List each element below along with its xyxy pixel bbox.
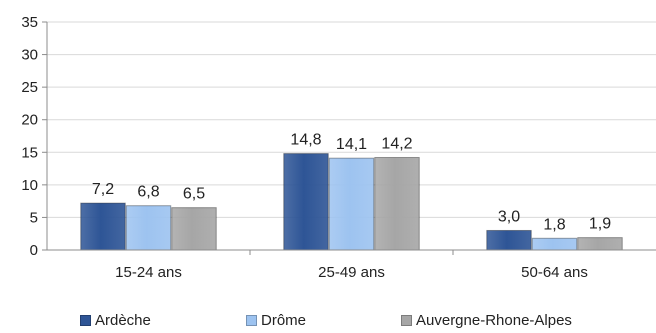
y-tick-label: 20: [21, 112, 38, 129]
legend-item: Auvergne-Rhone-Alpes: [401, 312, 572, 329]
data-label: 14,2: [381, 135, 412, 152]
legend-item: Ardèche: [80, 312, 151, 329]
y-axis-ticks: 0 5 10 15 20 25 30 35: [21, 14, 48, 259]
bar-dr-me-1: [125, 205, 172, 251]
legend-label: Drôme: [261, 312, 307, 329]
legend-label: Auvergne-Rhone-Alpes: [416, 312, 572, 329]
x-category-label: 15-24 ans: [115, 264, 182, 281]
legend: Ardèche Drôme Auvergne-Rhone-Alpes: [0, 312, 656, 333]
bar-auvergne-rhone-alpes-3: [577, 237, 623, 251]
bar-dr-me-2: [328, 157, 375, 251]
y-tick-label: 5: [30, 209, 38, 226]
y-tick-label: 30: [21, 47, 38, 64]
gridlines: [47, 21, 656, 218]
x-category-label: 50-64 ans: [521, 264, 588, 281]
data-label: 14,8: [290, 132, 321, 149]
bars: [80, 153, 623, 251]
y-tick-label: 10: [21, 177, 38, 194]
data-label: 1,9: [589, 216, 611, 233]
bar-auvergne-rhone-alpes-1: [171, 207, 217, 251]
bar-ard-che-2: [283, 153, 329, 251]
y-tick-label: 35: [21, 14, 38, 31]
data-label: 1,8: [543, 216, 565, 233]
data-label: 3,0: [498, 208, 520, 225]
data-label: 14,1: [336, 136, 367, 153]
bar-ard-che-3: [486, 229, 532, 251]
data-label: 6,8: [137, 184, 159, 201]
bar-auvergne-rhone-alpes-2: [374, 156, 420, 251]
legend-label: Ardèche: [95, 312, 151, 329]
y-tick-label: 15: [21, 144, 38, 161]
bar-chart: 0 5 10 15 20 25 30 35 7,2 6,8 6,5 14,8 14,1 14,2 3,0 1…: [21, 14, 656, 281]
x-axis: 15-24 ans 25-49 ans 50-64 ans: [47, 249, 656, 281]
legend-swatch: [80, 315, 91, 326]
legend-item: Drôme: [246, 312, 306, 329]
data-label: 6,5: [183, 186, 205, 203]
bar-ard-che-1: [80, 202, 126, 251]
x-category-label: 25-49 ans: [318, 264, 385, 281]
data-labels: 7,2 6,8 6,5 14,8 14,1 14,2 3,0 1,8 1,9: [92, 132, 611, 234]
y-tick-label: 0: [30, 242, 38, 259]
data-label: 7,2: [92, 181, 114, 198]
bar-dr-me-3: [531, 237, 578, 251]
y-tick-label: 25: [21, 79, 38, 96]
legend-swatch: [401, 315, 412, 326]
legend-swatch: [246, 315, 257, 326]
